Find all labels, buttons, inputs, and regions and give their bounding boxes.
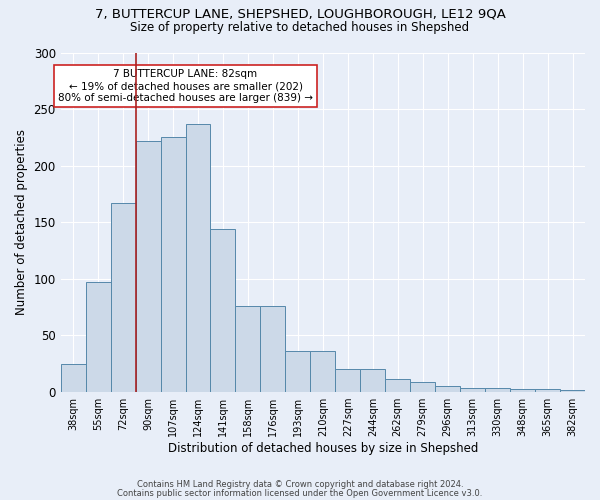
Bar [335, 370, 360, 392]
Text: 7, BUTTERCUP LANE, SHEPSHED, LOUGHBOROUGH, LE12 9QA: 7, BUTTERCUP LANE, SHEPSHED, LOUGHBOROUG… [95, 8, 505, 20]
Bar [61, 364, 86, 392]
Bar [560, 390, 585, 392]
Text: Contains HM Land Registry data © Crown copyright and database right 2024.: Contains HM Land Registry data © Crown c… [137, 480, 463, 489]
Bar [86, 282, 110, 392]
Bar [260, 306, 286, 392]
Bar [360, 370, 385, 392]
Bar [235, 306, 260, 392]
Text: 7 BUTTERCUP LANE: 82sqm
← 19% of detached houses are smaller (202)
80% of semi-d: 7 BUTTERCUP LANE: 82sqm ← 19% of detache… [58, 70, 313, 102]
Bar [485, 388, 510, 392]
Bar [410, 382, 435, 392]
Bar [385, 378, 410, 392]
Bar [110, 203, 136, 392]
Text: Contains public sector information licensed under the Open Government Licence v3: Contains public sector information licen… [118, 488, 482, 498]
X-axis label: Distribution of detached houses by size in Shepshed: Distribution of detached houses by size … [167, 442, 478, 455]
Bar [211, 229, 235, 392]
Bar [460, 388, 485, 392]
Bar [535, 388, 560, 392]
Text: Size of property relative to detached houses in Shepshed: Size of property relative to detached ho… [130, 21, 470, 34]
Y-axis label: Number of detached properties: Number of detached properties [15, 130, 28, 316]
Bar [310, 352, 335, 392]
Bar [185, 124, 211, 392]
Bar [286, 352, 310, 392]
Bar [510, 388, 535, 392]
Bar [161, 138, 185, 392]
Bar [136, 141, 161, 392]
Bar [435, 386, 460, 392]
